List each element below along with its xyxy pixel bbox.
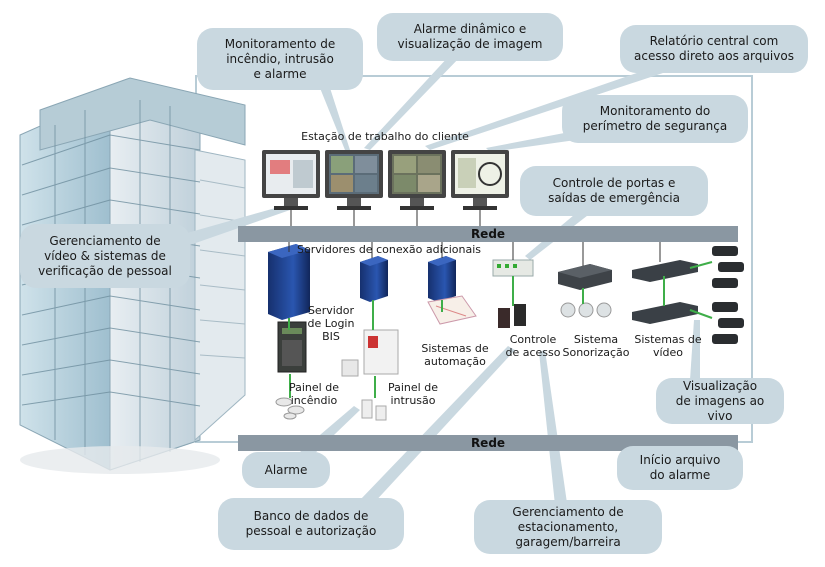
video-switch-2	[632, 302, 698, 324]
network-bar-bottom: Rede	[238, 435, 738, 451]
label-intrusion-panel: Painel de intrusão	[388, 381, 438, 407]
callout-door-control: Controle de portas e saídas de emergênci…	[520, 166, 708, 216]
additional-server-1	[360, 242, 388, 302]
callout-dynamic-alarm: Alarme dinâmico e visualização de imagem	[377, 13, 563, 61]
intrusion-sensors	[361, 399, 387, 421]
callout-perimeter-monitoring: Monitoramento do perímetro de segurança	[562, 95, 748, 143]
label-access-control: Controle de acesso	[505, 333, 561, 359]
building-illustration	[19, 77, 246, 474]
label-sound-system: Sistema Sonorização	[562, 333, 630, 359]
label-extra-servers: Servidores de conexão adicionais	[297, 243, 481, 256]
bis-login-server	[268, 242, 310, 320]
cameras-group-2	[712, 302, 744, 344]
smoke-detectors	[275, 397, 305, 420]
monitor-3	[388, 150, 446, 210]
callout-fire-intrusion-monitoring: Monitoramento de incêndio, intrusão e al…	[197, 28, 363, 90]
label-login-server: Servidor de Login BIS	[307, 304, 355, 343]
sound-system-amplifier	[558, 242, 612, 290]
network-bar-top: Rede	[238, 226, 738, 242]
cameras-group-1	[712, 246, 744, 288]
callout-alarm-archive: Início arquivo do alarme	[617, 446, 743, 490]
additional-server-2	[428, 242, 456, 302]
label-automation: Sistemas de automação	[421, 342, 489, 368]
intrusion-panel	[341, 329, 399, 377]
speakers	[560, 302, 612, 318]
device-links	[288, 261, 713, 398]
callout-database: Banco de dados de pessoal e autorização	[218, 498, 404, 550]
monitor-4	[451, 150, 509, 210]
label-video-systems: Sistemas de vídeo	[634, 333, 702, 359]
card-readers	[498, 304, 526, 328]
monitor-1	[262, 150, 320, 210]
callout-video-management: Gerenciamento de vídeo & sistemas de ver…	[20, 224, 190, 288]
video-switch-1	[632, 242, 698, 282]
label-fire-panel: Painel de incêndio	[289, 381, 339, 407]
callout-alarm: Alarme	[242, 452, 330, 488]
monitor-2	[325, 150, 383, 210]
label-workstation: Estação de trabalho do cliente	[301, 130, 469, 143]
callout-parking: Gerenciamento de estacionamento, garagem…	[474, 500, 662, 554]
callout-live-view: Visualização de imagens ao vivo	[656, 378, 784, 424]
client-workstations	[262, 150, 509, 226]
door-controller	[492, 242, 534, 277]
callout-central-report: Relatório central com acesso direto aos …	[620, 25, 808, 73]
fire-panel	[277, 321, 307, 373]
